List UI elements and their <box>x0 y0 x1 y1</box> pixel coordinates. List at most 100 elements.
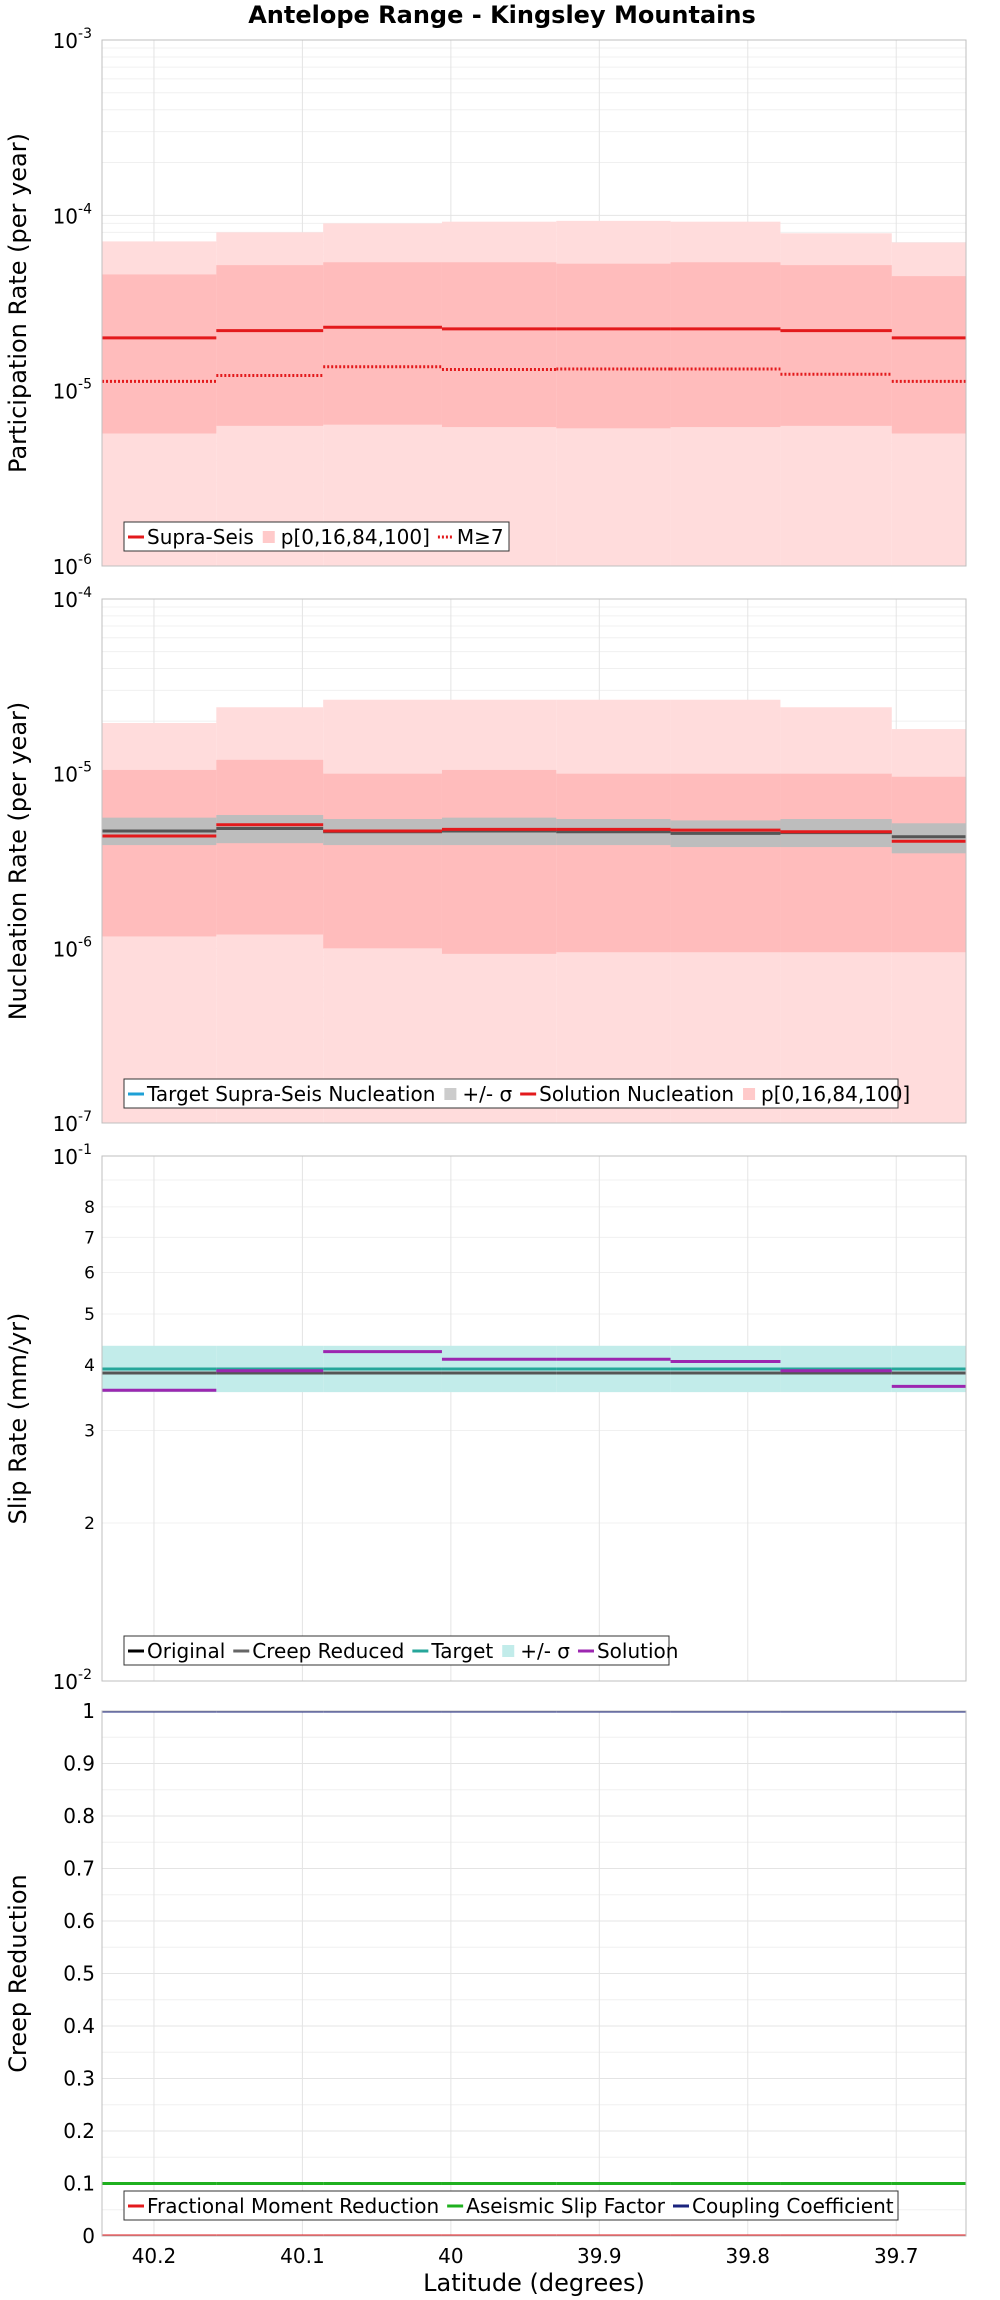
legend-label: p[0,16,84,100] <box>761 1082 910 1106</box>
legend-label: Coupling Coefficient <box>692 2194 894 2218</box>
x-tick-label: 40 <box>438 2244 463 2268</box>
panel-1: 10-3 10-4 10-5 10-6 Participation Rate (per … <box>4 26 967 579</box>
y-tick-labels: 0 0.1 0.2 0.3 0.4 0.5 0.6 0.7 0.8 0.9 1 <box>63 1699 95 2248</box>
y-tick-label: 10-5 <box>53 760 92 787</box>
band-2-segment <box>102 274 217 434</box>
y-minor-tick-label: 6 <box>84 1263 95 1283</box>
y-tick-label: 10-3 <box>53 26 92 53</box>
y-tick-label: 10-5 <box>53 377 92 404</box>
y-minor-tick-label: 7 <box>84 1228 95 1248</box>
x-tick-label: 40.2 <box>132 2244 177 2268</box>
band-2-segment <box>323 773 442 949</box>
y-tick-labels: 10-3 10-4 10-5 10-6 <box>53 26 93 579</box>
y-tick-label: 0 <box>82 2224 95 2248</box>
legend-label: Target Supra-Seis Nucleation <box>146 1082 435 1106</box>
band-2-segment <box>216 759 324 935</box>
y-axis-label: Creep Reduction <box>4 1874 32 2072</box>
panel-3: 10-1 10-2 8 7 6 5 4 3 2 Slip Rate (mm/yr) Original… <box>4 1142 967 1694</box>
y-tick-label: 1 <box>82 1699 95 1723</box>
x-axis-label: Latitude (degrees) <box>423 2269 645 2297</box>
y-tick-label: 0.5 <box>63 1962 95 1986</box>
y-tick-label: 10-7 <box>53 1109 92 1136</box>
legend-label: +/- σ <box>462 1082 512 1106</box>
y-minor-tick-label: 5 <box>84 1305 95 1325</box>
band-2-segment <box>780 773 892 953</box>
grid <box>102 1155 966 1682</box>
y-tick-label: 10-6 <box>53 552 93 579</box>
y-tick-label: 0.7 <box>63 1857 95 1881</box>
legend-label: Solution Nucleation <box>539 1082 734 1106</box>
bands <box>102 220 966 566</box>
y-tick-label: 0.6 <box>63 1909 95 1933</box>
y-tick-label: 0.4 <box>63 2014 95 2038</box>
panel-2: 10-4 10-5 10-6 10-7 Nucleation Rate (per yea… <box>4 585 967 1136</box>
y-axis-label: Participation Rate (per year) <box>4 133 32 473</box>
y-tick-label: 10-4 <box>53 201 93 228</box>
legend-label: Creep Reduced <box>252 1639 404 1663</box>
legend-label: +/- σ <box>520 1639 570 1663</box>
legend: Original Creep Reduced Target +/- σ Solution <box>123 1635 678 1666</box>
legend: Fractional Moment Reduction Aseismic Slip… <box>123 2190 899 2221</box>
y-tick-labels: 10-1 10-2 8 7 6 5 4 3 2 <box>53 1142 95 1694</box>
y-minor-tick-label: 4 <box>84 1356 95 1376</box>
y-tick-label: 0.1 <box>63 2172 95 2196</box>
x-tick-label: 39.9 <box>577 2244 622 2268</box>
y-tick-label: 0.8 <box>63 1804 95 1828</box>
legend-label: Target <box>430 1639 493 1663</box>
legend-box <box>123 521 510 552</box>
legend-label: M≥7 <box>457 525 504 549</box>
y-tick-label: 10-1 <box>53 1142 92 1169</box>
legend-patch-swatch <box>502 1645 515 1657</box>
band-2-segment <box>670 773 781 953</box>
y-tick-label: 0.9 <box>63 1752 95 1776</box>
legend-label: Supra-Seis <box>147 525 254 549</box>
x-tick-label: 40.1 <box>280 2244 325 2268</box>
legend: Target Supra-Seis Nucleation +/- σ Solutio… <box>123 1078 910 1109</box>
y-tick-label: 10-2 <box>53 1667 92 1694</box>
x-tick-labels: 40.2 40.1 40 39.9 39.8 39.7 <box>132 2244 919 2268</box>
y-tick-label: 10-6 <box>53 934 93 961</box>
band-2-segment <box>556 773 671 953</box>
y-minor-tick-label: 2 <box>84 1514 95 1534</box>
legend-label: Solution <box>597 1639 678 1663</box>
y-tick-label: 10-4 <box>53 585 93 612</box>
legend-label: Aseismic Slip Factor <box>466 2194 666 2218</box>
plot-frame <box>101 1710 967 2237</box>
band-2-segment <box>441 262 557 428</box>
band-2-segment <box>891 776 966 953</box>
legend: Supra-Seis p[0,16,84,100] M≥7 <box>123 521 510 552</box>
y-axis-label: Slip Rate (mm/yr) <box>4 1313 32 1525</box>
plot-frame <box>101 598 967 1124</box>
legend-label: p[0,16,84,100] <box>281 525 430 549</box>
plot-frame <box>101 39 967 567</box>
y-tick-labels: 10-4 10-5 10-6 10-7 <box>53 585 93 1136</box>
legend-box <box>123 2190 899 2221</box>
legend-patch-swatch <box>262 531 275 543</box>
series <box>102 823 966 843</box>
band-2-segment <box>216 265 324 426</box>
band-2-segment <box>670 262 781 428</box>
legend-patch-swatch <box>743 1088 756 1100</box>
y-tick-label: 0.2 <box>63 2119 95 2143</box>
grid <box>102 1710 966 2237</box>
series <box>102 1350 966 1392</box>
x-tick-label: 39.8 <box>726 2244 771 2268</box>
band-2-segment <box>441 769 557 954</box>
legend-box <box>123 1078 899 1109</box>
band-2-segment <box>780 265 892 426</box>
y-minor-tick-label: 3 <box>84 1422 95 1442</box>
band-2-segment <box>891 276 966 434</box>
legend-label: Original <box>147 1639 225 1663</box>
legend-label: Fractional Moment Reduction <box>147 2194 439 2218</box>
series <box>102 1711 966 2236</box>
chart-title: Antelope Range - Kingsley Mountains <box>248 1 756 29</box>
plot-frame <box>101 1155 967 1682</box>
band-2-segment <box>102 769 217 937</box>
legend-patch-swatch <box>444 1088 457 1100</box>
x-tick-label: 39.7 <box>874 2244 919 2268</box>
y-tick-label: 0.3 <box>63 2067 95 2091</box>
panels: 10-3 10-4 10-5 10-6 Participation Rate (per … <box>4 26 967 2268</box>
y-minor-tick-label: 8 <box>84 1198 95 1218</box>
panel-4: 0 0.1 0.2 0.3 0.4 0.5 0.6 0.7 0.8 0.9 1 Creep Reduc… <box>4 1699 967 2248</box>
